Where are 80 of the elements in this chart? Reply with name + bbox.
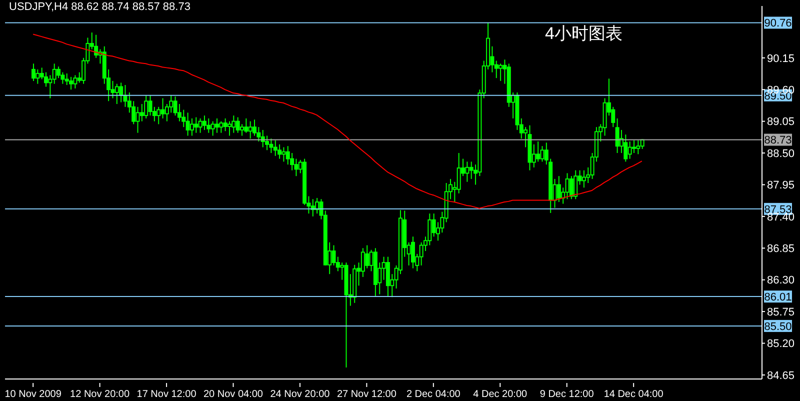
candlestick bbox=[248, 120, 252, 140]
ref-line-label: 85.50 bbox=[764, 320, 792, 333]
candlestick bbox=[206, 118, 211, 134]
candlestick bbox=[194, 116, 198, 134]
annotation: 4小时图表 bbox=[545, 23, 622, 45]
candlestick bbox=[227, 120, 232, 136]
candlestick bbox=[36, 68, 40, 84]
candlestick bbox=[432, 213, 436, 238]
candlestick bbox=[536, 140, 540, 162]
candlestick bbox=[456, 152, 461, 194]
candlestick bbox=[540, 146, 544, 162]
ref-line-label: 88.73 bbox=[764, 134, 792, 147]
candlestick bbox=[198, 118, 202, 134]
candlestick bbox=[202, 115, 206, 130]
candlestick bbox=[632, 140, 636, 154]
candlestick bbox=[582, 170, 586, 188]
candlestick bbox=[240, 124, 244, 136]
candlestick bbox=[190, 118, 194, 136]
x-tick-label: 2 Dec 04:00 bbox=[406, 389, 461, 400]
candlestick bbox=[32, 63, 36, 82]
x-tick-label: 27 Nov 12:00 bbox=[336, 389, 397, 400]
candlestick bbox=[569, 176, 574, 200]
ref-line-label: 86.01 bbox=[764, 292, 792, 304]
x-tick-label: 10 Nov 2009 bbox=[4, 389, 62, 400]
y-tick-label: 85.75 bbox=[767, 306, 795, 318]
candlestick bbox=[136, 106, 140, 134]
candlestick bbox=[64, 72, 69, 86]
candlestick bbox=[282, 146, 286, 162]
candlestick bbox=[636, 140, 640, 155]
y-tick-label: 88.50 bbox=[767, 148, 795, 160]
candlestick bbox=[73, 74, 78, 89]
candlestick bbox=[69, 76, 74, 90]
candlestick bbox=[278, 144, 282, 160]
candlestick bbox=[556, 176, 561, 203]
candlestick bbox=[232, 115, 236, 134]
candlestick bbox=[223, 118, 228, 132]
chart-title: USDJPY,H4 88.62 88.74 88.57 88.73 bbox=[9, 1, 190, 13]
candlestick bbox=[628, 140, 632, 160]
candlestick bbox=[273, 140, 278, 156]
x-tick-label: 4 Dec 20:00 bbox=[473, 389, 528, 400]
candlestick bbox=[140, 104, 144, 122]
x-tick-label: 12 Nov 20:00 bbox=[70, 389, 130, 400]
x-tick-label: 14 Dec 04:00 bbox=[604, 389, 664, 400]
candlestick bbox=[156, 106, 161, 125]
candlestick bbox=[236, 116, 240, 134]
candlestick bbox=[144, 94, 148, 119]
candlestick bbox=[269, 138, 274, 154]
candlestick bbox=[494, 60, 498, 79]
candlestick bbox=[465, 161, 470, 182]
y-tick-label: 89.05 bbox=[767, 116, 795, 128]
candlestick bbox=[210, 120, 215, 136]
x-tick-label: 20 Nov 04:00 bbox=[204, 389, 264, 400]
candlestick bbox=[565, 172, 570, 200]
y-tick-label: 86.30 bbox=[767, 274, 795, 287]
candlestick bbox=[574, 170, 578, 200]
y-tick-label: 87.95 bbox=[767, 180, 795, 192]
x-tick-label: 17 Nov 12:00 bbox=[136, 389, 197, 400]
candlestick bbox=[332, 244, 336, 266]
candlestick bbox=[219, 120, 224, 134]
candlestick bbox=[244, 118, 248, 134]
candlestick bbox=[160, 98, 165, 119]
candlestick bbox=[52, 63, 56, 84]
candlestick bbox=[119, 82, 124, 103]
x-tick-label: 9 Dec 12:00 bbox=[540, 389, 594, 400]
candlestick bbox=[114, 83, 119, 105]
candlestick bbox=[624, 134, 628, 162]
ref-line-label: 90.76 bbox=[764, 18, 792, 30]
candlestick bbox=[365, 244, 370, 269]
candlestick bbox=[315, 197, 320, 214]
y-tick-label: 85.20 bbox=[767, 338, 795, 350]
candlestick bbox=[186, 112, 190, 136]
candlestick bbox=[498, 63, 503, 82]
candlestick bbox=[214, 118, 219, 134]
x-tick-label: 24 Nov 20:00 bbox=[270, 389, 330, 400]
candlestick bbox=[386, 256, 390, 298]
y-tick-label: 84.65 bbox=[767, 370, 795, 382]
y-tick-label: 90.15 bbox=[767, 52, 795, 65]
candlestick bbox=[615, 118, 620, 154]
y-tick-label: 86.85 bbox=[767, 243, 795, 256]
candlestick bbox=[410, 236, 415, 269]
